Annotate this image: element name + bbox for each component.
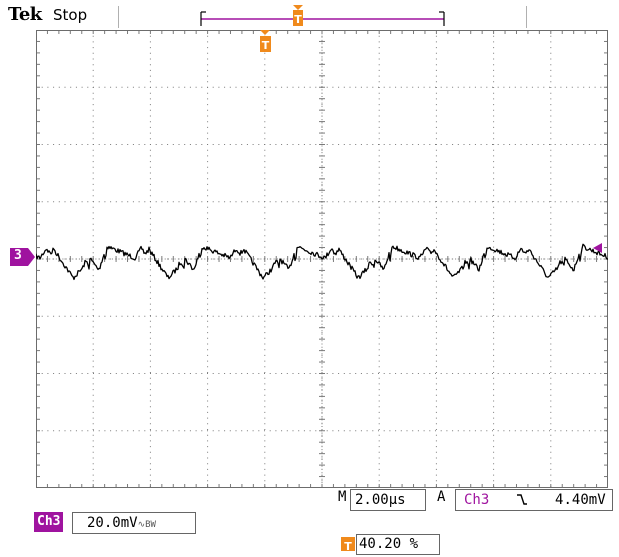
waveform-display[interactable]: T	[36, 30, 608, 488]
trigger-source: Ch3	[464, 492, 490, 508]
header-divider	[526, 6, 527, 28]
trigger-position-small-icon: T	[341, 537, 355, 553]
timebase-readout[interactable]: 2.00µs	[350, 489, 426, 511]
brand-logo: Tek	[8, 4, 42, 25]
bandwidth-limit-icon: ∿BW	[137, 520, 156, 530]
channel-3-label[interactable]: Ch3	[34, 512, 64, 532]
svg-text:T: T	[262, 39, 270, 52]
channel-3-marker-icon[interactable]: 3	[10, 248, 35, 266]
trigger-level: 4.40mV	[555, 492, 606, 508]
falling-edge-slope-icon	[517, 494, 528, 505]
timebase-prefix: M	[338, 489, 347, 505]
header-divider	[118, 6, 119, 28]
channel-3-scale-readout[interactable]: 20.0mV∿BW	[72, 512, 196, 534]
svg-text:T: T	[344, 540, 352, 552]
record-trigger-icon: T	[293, 5, 303, 26]
acquisition-status: Stop	[53, 6, 88, 24]
trigger-level-arrow-icon[interactable]	[593, 243, 602, 253]
channel-3-waveform	[36, 243, 608, 281]
record-position-bar[interactable]: T	[190, 2, 454, 32]
acquisition-mode-label: A	[437, 489, 446, 505]
trigger-position-readout[interactable]: 40.20 %	[356, 534, 440, 555]
channel-marker-label: 3	[14, 248, 22, 263]
channel-scale-value: 20.0mV	[87, 515, 138, 531]
trigger-readout[interactable]: Ch3 4.40mV	[455, 489, 613, 511]
trigger-position-icon[interactable]: T	[260, 30, 271, 52]
svg-text:T: T	[294, 13, 302, 26]
